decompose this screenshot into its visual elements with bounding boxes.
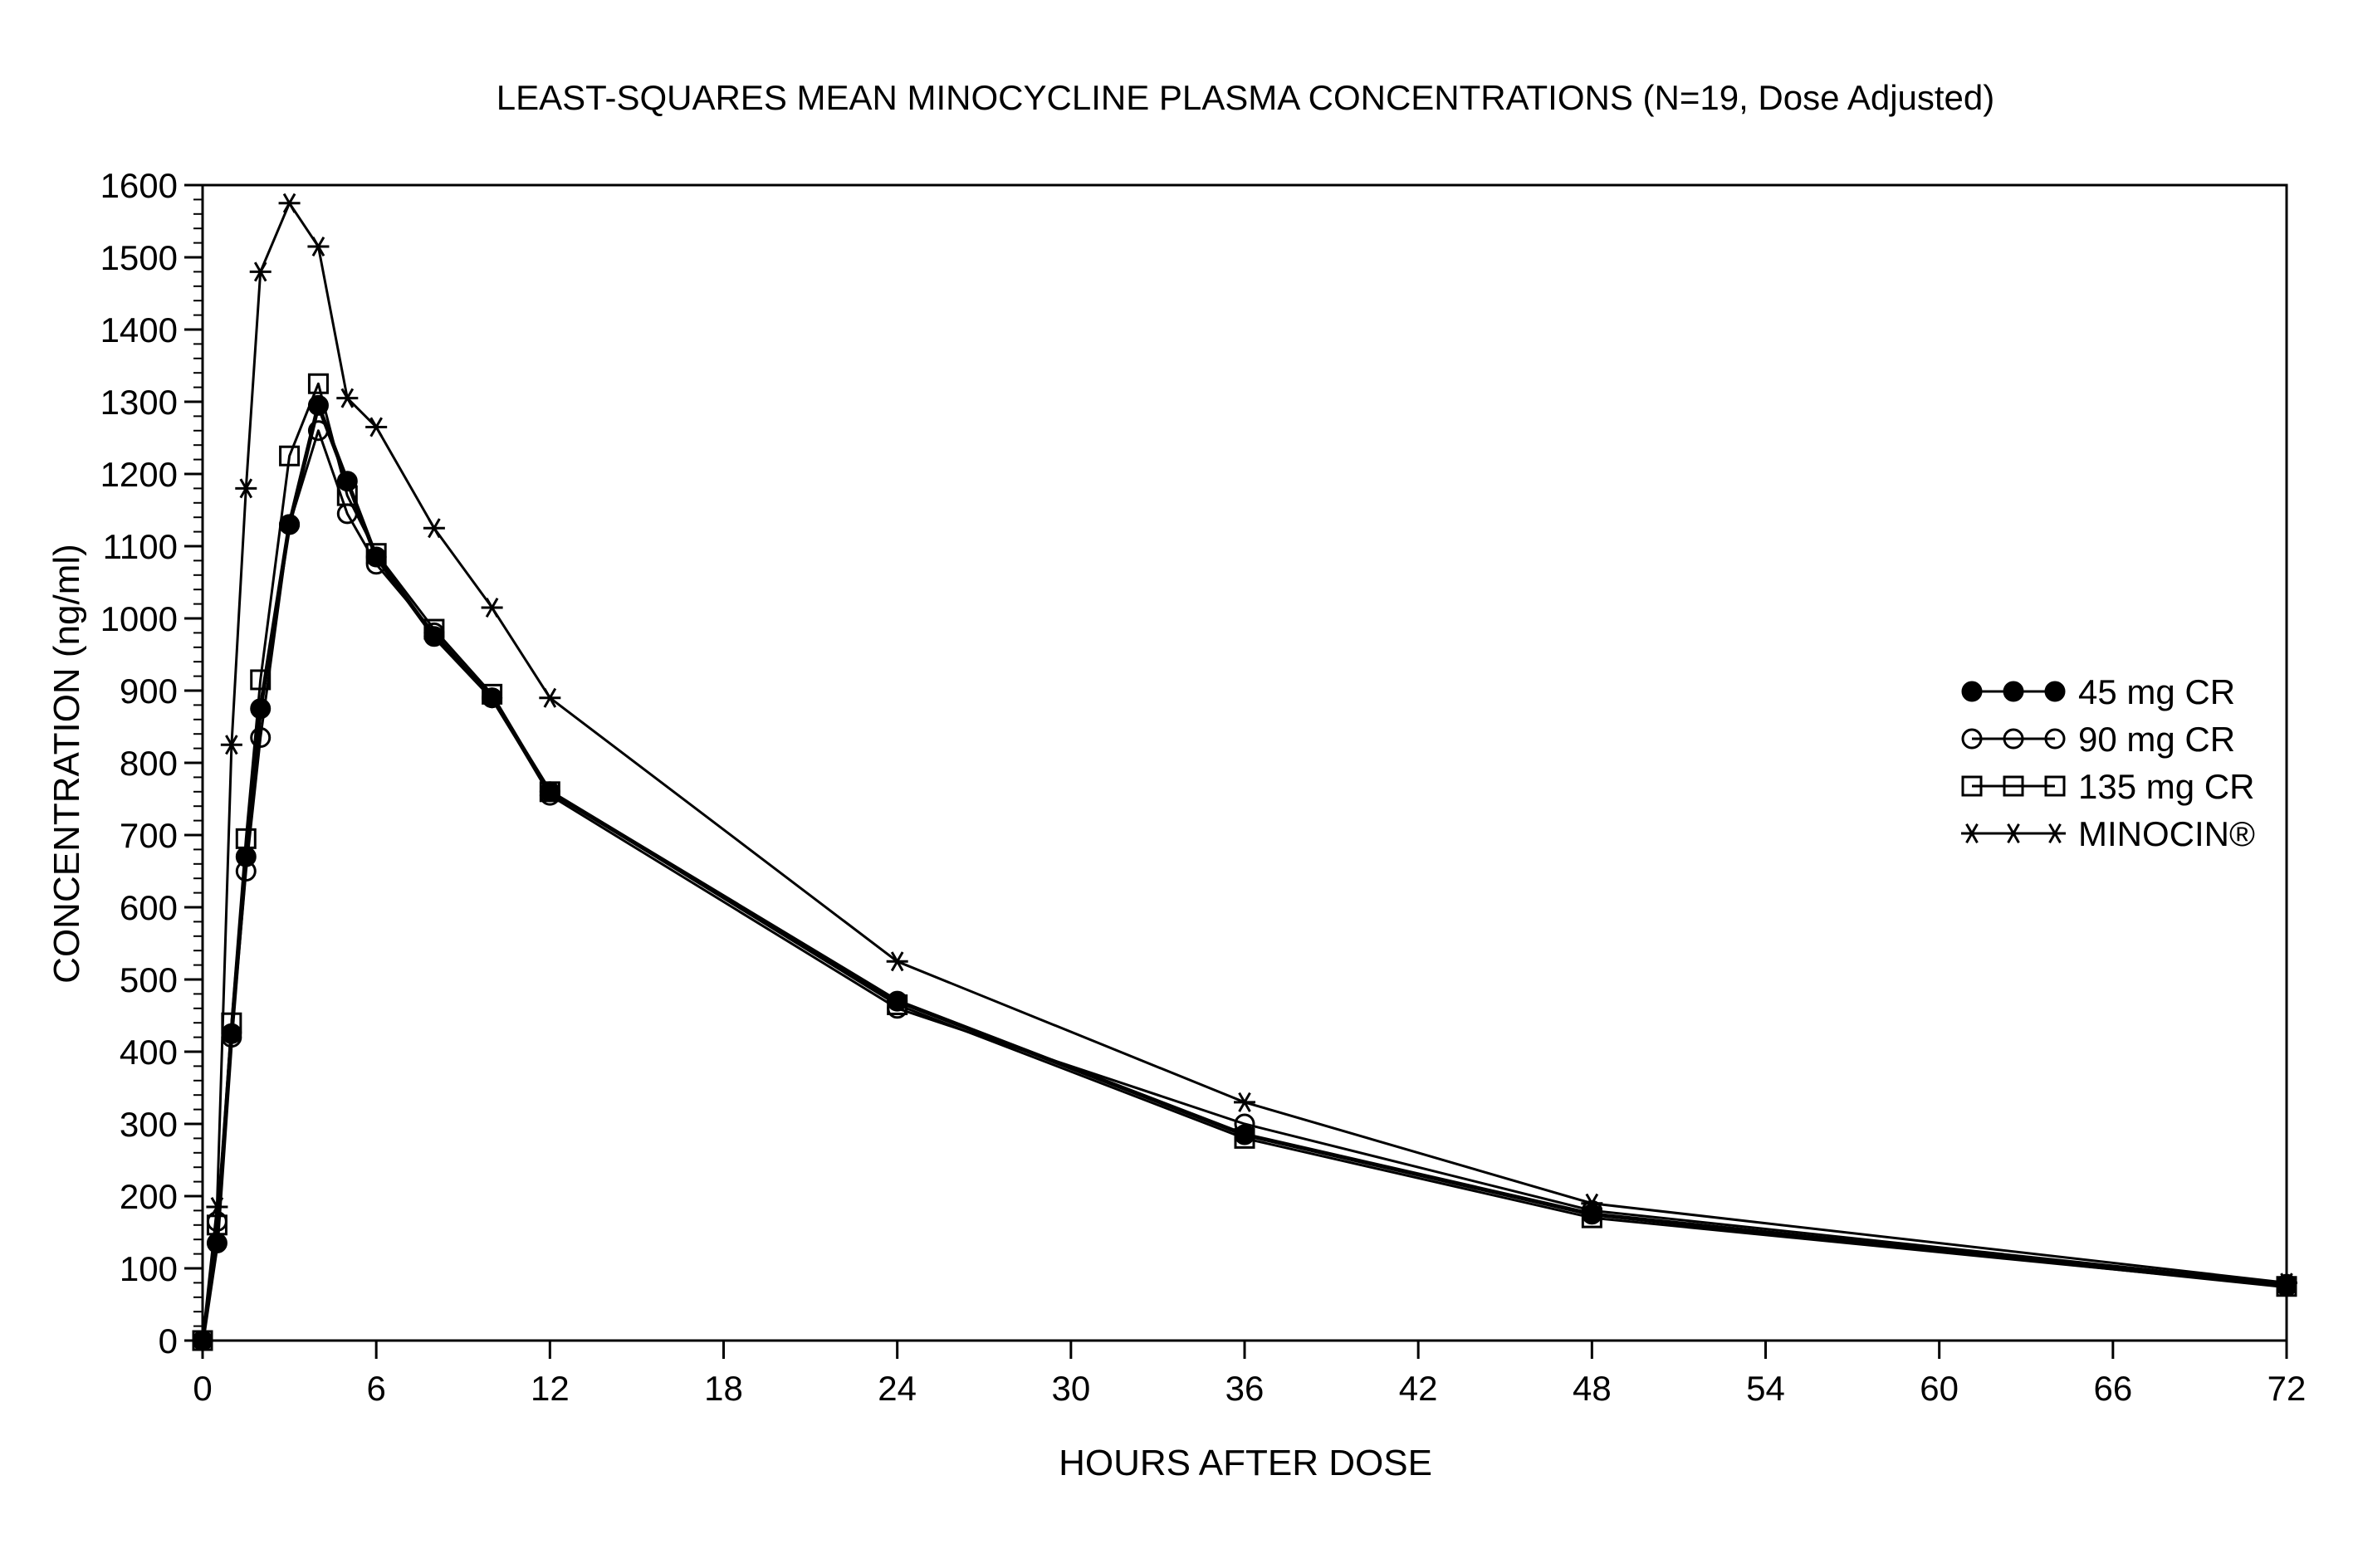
x-axis: 0 6 12 18 24 30 36 42 48 54 60 66 72 xyxy=(193,1341,2306,1408)
x-tick-label: 12 xyxy=(531,1369,570,1408)
legend-marker xyxy=(1961,824,1983,843)
series-layer xyxy=(192,193,2297,1350)
legend-marker xyxy=(2046,682,2064,701)
data-point xyxy=(482,598,503,618)
y-tick-label: 800 xyxy=(120,744,178,783)
series-1 xyxy=(193,396,2296,1350)
y-tick-label: 1300 xyxy=(100,383,178,422)
legend-label: 45 mg CR xyxy=(2078,672,2235,711)
x-tick-label: 0 xyxy=(193,1369,212,1408)
legend-marker xyxy=(2004,682,2023,701)
legend-label: 135 mg CR xyxy=(2078,767,2254,806)
series-line xyxy=(203,383,2287,1341)
legend-marker xyxy=(2003,824,2024,843)
data-point xyxy=(1234,1093,1255,1112)
x-tick-label: 54 xyxy=(1746,1369,1785,1408)
y-axis-label: CONCENTRATION (ng/ml) xyxy=(46,544,87,984)
y-tick-label: 700 xyxy=(120,816,178,855)
series-line xyxy=(203,405,2287,1341)
legend-item: 135 mg CR xyxy=(1963,767,2254,806)
y-tick-label: 1600 xyxy=(100,166,178,205)
x-tick-label: 36 xyxy=(1225,1369,1265,1408)
y-tick-label: 1500 xyxy=(100,238,178,277)
y-tick-label: 1200 xyxy=(100,455,178,494)
x-tick-label: 60 xyxy=(1920,1369,1959,1408)
y-tick-label: 500 xyxy=(120,960,178,999)
legend-marker xyxy=(2044,824,2066,843)
legend-marker xyxy=(1963,682,1981,701)
legend-item: MINOCIN® xyxy=(1961,814,2255,853)
chart-title: LEAST-SQUARES MEAN MINOCYCLINE PLASMA CO… xyxy=(497,78,1995,117)
y-tick-label: 900 xyxy=(120,672,178,711)
y-tick-label: 100 xyxy=(120,1249,178,1288)
y-tick-label: 300 xyxy=(120,1105,178,1144)
legend-item: 45 mg CR xyxy=(1963,672,2235,711)
x-tick-label: 6 xyxy=(366,1369,385,1408)
y-tick-label: 0 xyxy=(159,1321,178,1360)
series-4 xyxy=(192,193,2297,1350)
series-line xyxy=(203,431,2287,1341)
y-tick-label: 600 xyxy=(120,888,178,927)
y-tick-label: 200 xyxy=(120,1177,178,1216)
legend-label: MINOCIN® xyxy=(2078,814,2255,853)
x-tick-label: 24 xyxy=(878,1369,917,1408)
data-point xyxy=(423,519,445,538)
series-2 xyxy=(193,422,2296,1350)
x-tick-label: 48 xyxy=(1573,1369,1612,1408)
legend-label: 90 mg CR xyxy=(2078,720,2235,759)
data-point xyxy=(208,1234,226,1253)
y-axis: 0 100 200 300 400 500 600 700 800 900 1000 1100 1200… xyxy=(100,166,203,1360)
x-tick-label: 72 xyxy=(2267,1369,2307,1408)
y-tick-label: 400 xyxy=(120,1033,178,1072)
x-tick-label: 30 xyxy=(1051,1369,1090,1408)
y-tick-label: 1400 xyxy=(100,310,178,349)
y-tick-label: 1100 xyxy=(103,527,178,566)
x-tick-label: 18 xyxy=(704,1369,743,1408)
legend-item: 90 mg CR xyxy=(1963,720,2235,759)
legend: 45 mg CR 90 mg CR 135 mg CR MINOCIN® xyxy=(1961,672,2255,853)
series-line xyxy=(203,203,2287,1341)
chart-canvas: LEAST-SQUARES MEAN MINOCYCLINE PLASMA CO… xyxy=(0,0,2358,1568)
x-tick-label: 42 xyxy=(1399,1369,1438,1408)
x-tick-label: 66 xyxy=(2093,1369,2132,1408)
x-axis-label: HOURS AFTER DOSE xyxy=(1059,1443,1432,1483)
series-3 xyxy=(193,374,2296,1350)
data-point xyxy=(252,700,270,718)
data-point xyxy=(279,193,301,212)
plot-area-frame xyxy=(203,185,2287,1341)
y-tick-label: 1000 xyxy=(100,599,178,638)
